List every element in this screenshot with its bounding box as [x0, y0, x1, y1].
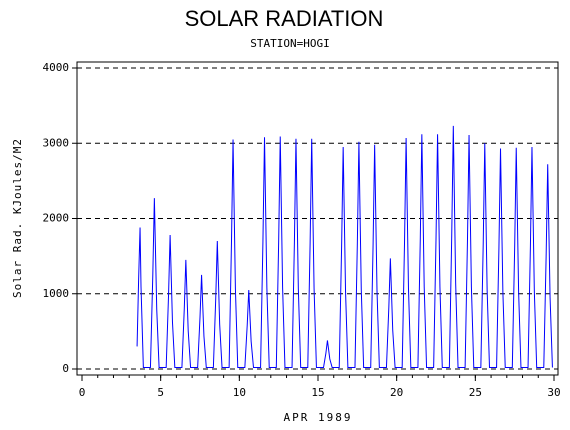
x-tick-label: 20 — [390, 386, 403, 399]
y-axis-label: Solar Rad. KJoules/M2 — [11, 138, 24, 298]
chart-subtitle: STATION=HOGI — [250, 37, 329, 50]
y-tick-label: 0 — [62, 362, 69, 375]
x-tick-label: 5 — [157, 386, 164, 399]
chart-title: SOLAR RADIATION — [185, 6, 384, 31]
y-tick-label: 1000 — [43, 287, 70, 300]
x-axis-label: APR 1989 — [284, 411, 353, 424]
x-tick-label: 10 — [233, 386, 246, 399]
x-tick-label: 25 — [469, 386, 482, 399]
x-tick-label: 15 — [311, 386, 324, 399]
y-tick-label: 4000 — [43, 61, 70, 74]
x-tick-label: 0 — [79, 386, 86, 399]
x-tick-label: 30 — [547, 386, 560, 399]
y-tick-label: 2000 — [43, 212, 70, 225]
y-tick-label: 3000 — [43, 136, 70, 149]
data-line — [136, 125, 553, 368]
